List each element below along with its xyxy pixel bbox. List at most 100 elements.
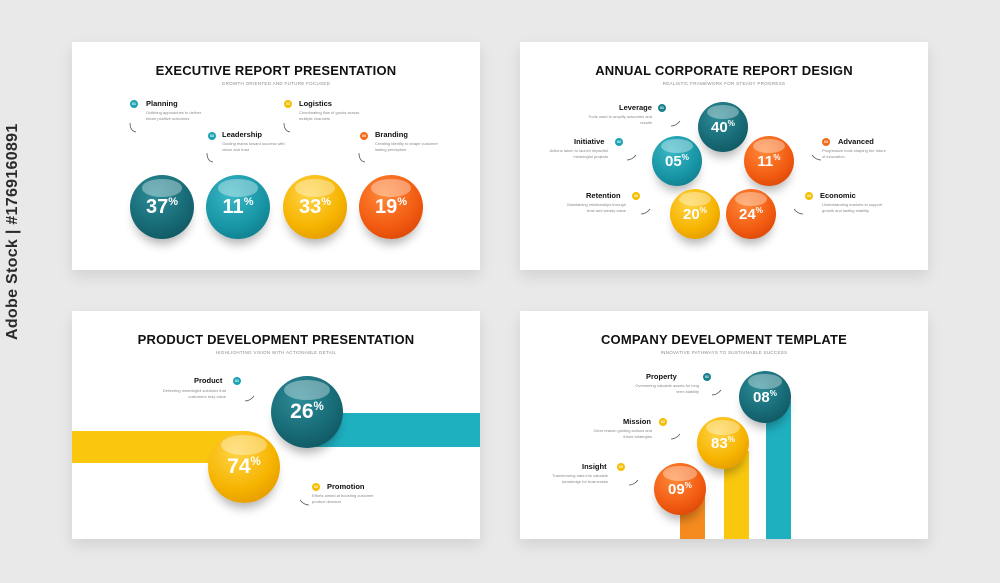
sphere-value: 37 xyxy=(145,195,169,218)
item-description: Guiding teams toward success with vision… xyxy=(222,141,285,152)
sphere-unit: % xyxy=(699,205,708,215)
item-label-mission: Mission xyxy=(623,417,651,426)
item-label-branding: Branding xyxy=(375,130,408,139)
item-description: Clear reason guiding actions and future … xyxy=(593,428,652,439)
item-description: Efforts aimed at boosting customer produ… xyxy=(312,493,374,504)
item-label-planning: Planning xyxy=(146,99,178,108)
step-number-badge: 01 xyxy=(658,104,666,112)
percentage-sphere: 26% xyxy=(271,376,343,448)
percentage-sphere: 11% xyxy=(206,175,270,239)
step-number-badge: 04 xyxy=(822,138,830,146)
slide-subtitle: HIGHLIGHTING VISION WITH ACTIONABLE DETA… xyxy=(215,350,337,355)
step-number-badge: 03 xyxy=(617,463,625,471)
step-number-badge: 03 xyxy=(632,192,640,200)
sphere-value: 33 xyxy=(298,195,322,218)
item-label-property: Property xyxy=(646,372,677,381)
curved-arrow-icon xyxy=(283,122,291,133)
percentage-sphere: 20% xyxy=(670,189,720,239)
sphere-value: 40 xyxy=(710,118,728,136)
item-description: Outlining approaches to deliver future p… xyxy=(146,110,202,121)
percentage-sphere: 74% xyxy=(208,431,280,503)
step-number-badge: 05 xyxy=(805,192,813,200)
item-description: Delivering meaningful solutions that cus… xyxy=(162,388,226,399)
sphere-value: 11 xyxy=(757,152,774,170)
sphere-unit: % xyxy=(321,196,332,209)
sphere-value: 11 xyxy=(222,195,244,218)
item-label-leadership: Leadership xyxy=(222,130,263,139)
percentage-sphere: 33% xyxy=(283,175,347,239)
item-description: Coordinating flow of goods across multip… xyxy=(299,110,360,121)
percentage-sphere: 19% xyxy=(359,175,423,239)
sphere-value: 26 xyxy=(290,400,314,423)
item-label-leverage: Leverage xyxy=(619,103,652,112)
sphere-unit: % xyxy=(397,196,408,209)
step-number-badge: 03 xyxy=(284,100,292,108)
teal-pillar xyxy=(766,401,791,539)
sphere-value: 74 xyxy=(227,455,251,478)
sphere-value: 08 xyxy=(752,388,770,406)
item-label-promotion: Promotion xyxy=(327,482,365,491)
slide-title: EXECUTIVE REPORT PRESENTATION xyxy=(155,63,397,78)
slide-title: PRODUCT DEVELOPMENT PRESENTATION xyxy=(137,332,415,347)
sphere-unit: % xyxy=(769,388,778,398)
item-description: Actions taken to launch impactful meanin… xyxy=(549,148,608,159)
sphere-value: 20 xyxy=(682,205,700,223)
item-label-initiative: Initiative xyxy=(574,137,605,146)
percentage-sphere: 05% xyxy=(652,136,702,186)
slide-product-development: PRODUCT DEVELOPMENT PRESENTATION HIGHLIG… xyxy=(72,311,480,539)
sphere-unit: % xyxy=(727,434,736,444)
slide-subtitle: INNOVATIVE PATHWAYS TO SUSTAINABLE SUCCE… xyxy=(660,350,788,355)
slide-subtitle: REALISTIC FRAMEWORK FOR STEADY PROGRESS xyxy=(662,81,786,86)
item-label-retention: Retention xyxy=(586,191,621,200)
item-description: Tools used to amplify outcomes and resul… xyxy=(588,114,652,125)
percentage-sphere: 83% xyxy=(697,417,749,469)
curved-arrow-icon xyxy=(299,499,310,506)
curved-arrow-icon xyxy=(626,154,637,161)
item-description: Understanding markets to support growth … xyxy=(822,202,883,213)
slide-annual-corporate-report: ANNUAL CORPORATE REPORT DESIGN REALISTIC… xyxy=(520,42,928,270)
curved-arrow-icon xyxy=(129,122,137,133)
percentage-sphere: 24% xyxy=(726,189,776,239)
slide-company-development: COMPANY DEVELOPMENT TEMPLATE INNOVATIVE … xyxy=(520,311,928,539)
curved-arrow-icon xyxy=(206,152,214,163)
percentage-sphere: 09% xyxy=(654,463,706,515)
curved-arrow-icon xyxy=(640,208,651,215)
item-description: Creating identity to shape customer last… xyxy=(375,141,438,152)
curved-arrow-icon xyxy=(670,433,681,440)
curved-arrow-icon xyxy=(628,479,639,486)
slide-title: COMPANY DEVELOPMENT TEMPLATE xyxy=(600,332,848,347)
item-label-logistics: Logistics xyxy=(299,99,332,108)
item-description: Progressive tools shaping the future of … xyxy=(822,148,886,159)
sphere-unit: % xyxy=(755,205,764,215)
percentage-sphere: 08% xyxy=(739,371,791,423)
step-number-badge: 01 xyxy=(233,377,241,385)
item-label-advanced: Advanced xyxy=(838,137,874,146)
curved-arrow-icon xyxy=(244,395,255,402)
step-number-badge: 04 xyxy=(360,132,368,140)
item-label-product: Product xyxy=(194,376,223,385)
step-number-badge: 02 xyxy=(312,483,320,491)
item-description: Overseeing valuable assets for long term… xyxy=(635,383,699,394)
yellow-ribbon xyxy=(72,431,232,463)
slide-title: ANNUAL CORPORATE REPORT DESIGN xyxy=(595,63,853,78)
slide-subtitle: GROWTH ORIENTED AND FUTURE FOCUSED xyxy=(221,81,331,86)
percentage-sphere: 40% xyxy=(698,102,748,152)
sphere-unit: % xyxy=(681,152,690,162)
curved-arrow-icon xyxy=(793,208,804,215)
sphere-unit: % xyxy=(168,196,179,209)
curved-arrow-icon xyxy=(811,154,822,161)
curved-arrow-icon xyxy=(670,120,681,127)
step-number-badge: 02 xyxy=(208,132,216,140)
sphere-unit: % xyxy=(684,480,693,490)
sphere-unit: % xyxy=(250,455,261,468)
sphere-unit: % xyxy=(243,196,254,209)
sphere-unit: % xyxy=(313,400,324,413)
sphere-value: 19 xyxy=(374,195,398,218)
sphere-unit: % xyxy=(727,118,736,128)
step-number-badge: 01 xyxy=(130,100,138,108)
item-label-economic: Economic xyxy=(820,191,856,200)
sphere-unit: % xyxy=(773,152,781,162)
sphere-value: 24 xyxy=(738,205,756,223)
percentage-sphere: 37% xyxy=(130,175,194,239)
item-description: Transforming data into valuable knowledg… xyxy=(552,473,608,484)
